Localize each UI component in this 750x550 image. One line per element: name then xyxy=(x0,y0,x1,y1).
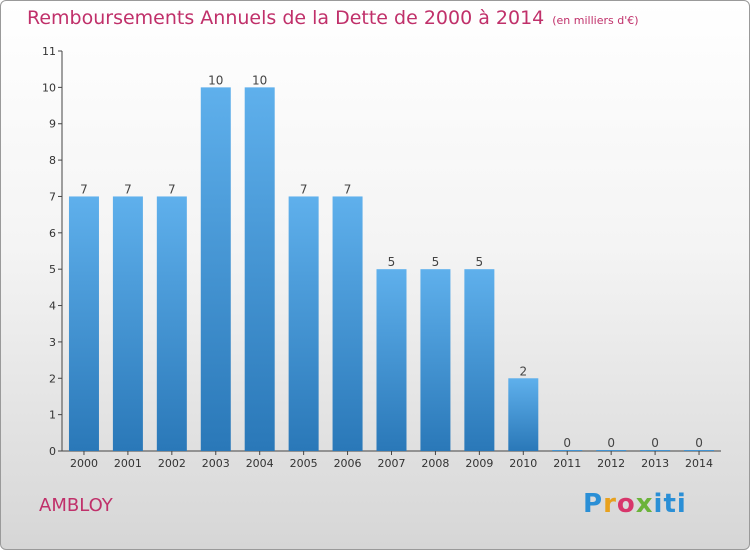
data-label: 7 xyxy=(124,182,132,196)
bar xyxy=(420,269,451,451)
x-tick-label: 2006 xyxy=(334,457,362,470)
x-tick-label: 2012 xyxy=(597,457,625,470)
bar xyxy=(332,196,363,451)
y-tick-label: 6 xyxy=(49,227,56,240)
data-label: 0 xyxy=(695,436,703,450)
x-tick-label: 2009 xyxy=(465,457,493,470)
bar xyxy=(112,196,143,451)
x-tick-label: 2011 xyxy=(553,457,581,470)
x-tick-label: 2005 xyxy=(290,457,318,470)
x-tick-label: 2003 xyxy=(202,457,230,470)
data-label: 10 xyxy=(208,73,223,87)
bar xyxy=(508,378,539,451)
x-tick-label: 2013 xyxy=(641,457,669,470)
y-tick-label: 8 xyxy=(49,154,56,167)
y-tick-label: 1 xyxy=(49,409,56,422)
bar xyxy=(552,450,583,451)
data-label: 2 xyxy=(519,364,527,378)
bar xyxy=(640,450,671,451)
data-label: 7 xyxy=(300,182,308,196)
x-tick-label: 2007 xyxy=(378,457,406,470)
y-tick-label: 5 xyxy=(49,263,56,276)
title-unit: (en milliers d'€) xyxy=(552,14,639,27)
data-label: 0 xyxy=(651,436,659,450)
bar xyxy=(288,196,319,451)
data-label: 5 xyxy=(432,255,440,269)
bar xyxy=(596,450,627,451)
bar xyxy=(684,450,715,451)
data-label: 7 xyxy=(168,182,176,196)
y-tick-label: 10 xyxy=(42,81,56,94)
data-label: 0 xyxy=(563,436,571,450)
y-tick-label: 0 xyxy=(49,445,56,458)
commune-name: AMBLOY xyxy=(39,495,113,516)
x-tick-label: 2004 xyxy=(246,457,274,470)
chart-title: Remboursements Annuels de la Dette de 20… xyxy=(27,7,639,29)
y-tick-label: 7 xyxy=(49,190,56,203)
x-tick-label: 2008 xyxy=(421,457,449,470)
y-tick-label: 2 xyxy=(49,372,56,385)
y-tick-label: 3 xyxy=(49,336,56,349)
title-main: Remboursements Annuels de la Dette de 20… xyxy=(27,7,545,29)
proxiti-logo[interactable]: Proxiti xyxy=(583,489,687,519)
bar xyxy=(156,196,187,451)
x-tick-label: 2000 xyxy=(70,457,98,470)
data-label: 5 xyxy=(476,255,484,269)
bar xyxy=(464,269,495,451)
data-label: 7 xyxy=(344,182,352,196)
bar xyxy=(244,87,275,451)
data-label: 10 xyxy=(252,73,267,87)
x-tick-label: 2014 xyxy=(685,457,713,470)
bar xyxy=(376,269,407,451)
data-label: 0 xyxy=(607,436,615,450)
y-tick-label: 11 xyxy=(42,45,56,58)
x-tick-label: 2010 xyxy=(509,457,537,470)
y-tick-label: 4 xyxy=(49,300,56,313)
y-tick-label: 9 xyxy=(49,118,56,131)
x-tick-label: 2001 xyxy=(114,457,142,470)
bar xyxy=(200,87,231,451)
data-label: 7 xyxy=(80,182,88,196)
bar xyxy=(68,196,99,451)
data-label: 5 xyxy=(388,255,396,269)
x-tick-label: 2002 xyxy=(158,457,186,470)
